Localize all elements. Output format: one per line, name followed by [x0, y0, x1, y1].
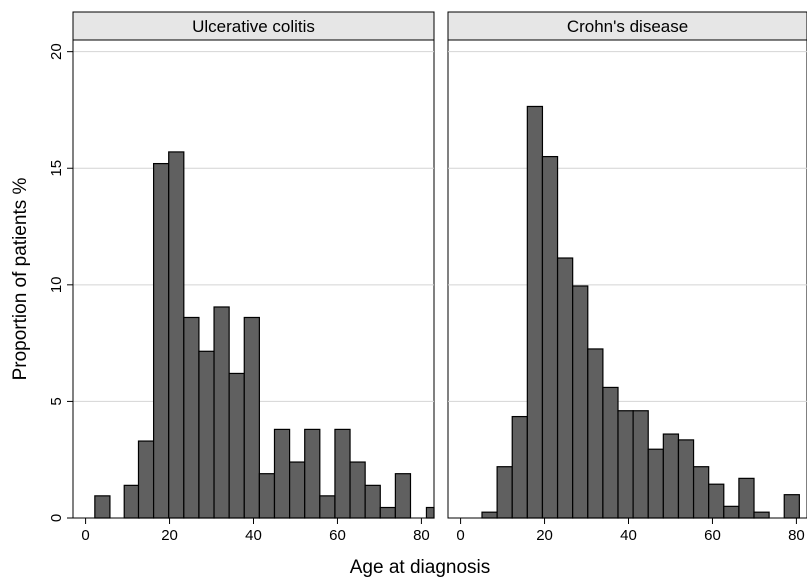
x-tick-label: 80: [788, 527, 805, 544]
x-axis-title: Age at diagnosis: [350, 557, 491, 578]
histogram-bar: [662, 433, 680, 519]
histogram-bar: [349, 461, 366, 519]
histogram-bar: [677, 439, 695, 519]
panel-ulcerative-colitis: Ulcerative colitis 0 20 40 60 80 0 5 10 15 20: [48, 11, 435, 544]
y-tick-label: 10: [48, 276, 65, 293]
histogram-bar: [496, 466, 513, 519]
gridlines: [448, 51, 807, 402]
histogram-bar: [243, 316, 260, 519]
histogram-bar: [738, 477, 755, 519]
y-axis-title: Proportion of patients %: [10, 178, 31, 381]
histogram-bar: [228, 372, 245, 519]
x-tick-label: 60: [329, 527, 346, 544]
x-tick-label: 20: [161, 527, 178, 544]
panel-title: Crohn's disease: [567, 17, 688, 36]
histogram-bar: [425, 506, 435, 519]
histogram-bar: [647, 448, 664, 519]
histogram-bar: [152, 162, 170, 519]
histogram-bar: [213, 306, 230, 519]
panel-crohns-disease: Crohn's disease 0 20 40 60 80: [447, 11, 807, 544]
histogram-bar: [394, 473, 412, 519]
x-tick-label: 0: [81, 527, 89, 544]
histogram-bar: [168, 151, 185, 519]
histogram-bar: [526, 105, 544, 519]
histogram-bar: [123, 484, 140, 519]
histogram-bar: [379, 506, 396, 519]
y-tick-label: 5: [48, 397, 65, 405]
x-tick-label: 40: [620, 527, 637, 544]
histogram-bar: [617, 410, 634, 519]
histogram-bar: [481, 511, 498, 519]
histogram-bar: [183, 316, 200, 519]
histogram-bar: [541, 155, 559, 519]
histogram-bar: [572, 285, 589, 519]
histogram-bar: [137, 440, 155, 519]
x-axis: 0 20 40 60 80: [73, 517, 434, 544]
histogram-bar: [753, 511, 770, 519]
y-tick-label: 20: [48, 43, 65, 60]
x-tick-label: 0: [456, 527, 464, 544]
x-tick-label: 40: [245, 527, 262, 544]
histogram-bar: [692, 466, 710, 519]
histogram-bar: [556, 257, 574, 519]
y-tick-label: 0: [48, 514, 65, 522]
histogram-bar: [632, 410, 649, 519]
histogram-bar: [304, 428, 321, 519]
histogram-bar: [723, 505, 740, 519]
histogram-bar: [258, 473, 276, 519]
histogram-bar: [587, 348, 604, 519]
histogram-bar: [602, 386, 619, 519]
histogram-bar: [94, 495, 111, 519]
histogram-bar: [364, 484, 381, 519]
histogram-bar: [273, 428, 291, 519]
histogram-bar: [708, 483, 725, 519]
histogram-bar: [289, 461, 306, 519]
y-axis: 0 5 10 15 20: [48, 40, 74, 522]
histogram-bar: [511, 415, 528, 519]
x-tick-label: 60: [704, 527, 721, 544]
x-tick-label: 20: [536, 527, 553, 544]
histogram-bar: [319, 495, 336, 519]
histogram-bar: [198, 350, 215, 519]
panel-title: Ulcerative colitis: [192, 17, 315, 36]
bars: [94, 151, 435, 519]
x-axis: 0 20 40 60 80: [448, 517, 807, 544]
y-tick-label: 15: [48, 160, 65, 177]
x-tick-label: 80: [413, 527, 430, 544]
panel-strip: [72, 11, 435, 41]
histogram-bar: [783, 494, 800, 519]
histogram-bar: [334, 428, 351, 519]
